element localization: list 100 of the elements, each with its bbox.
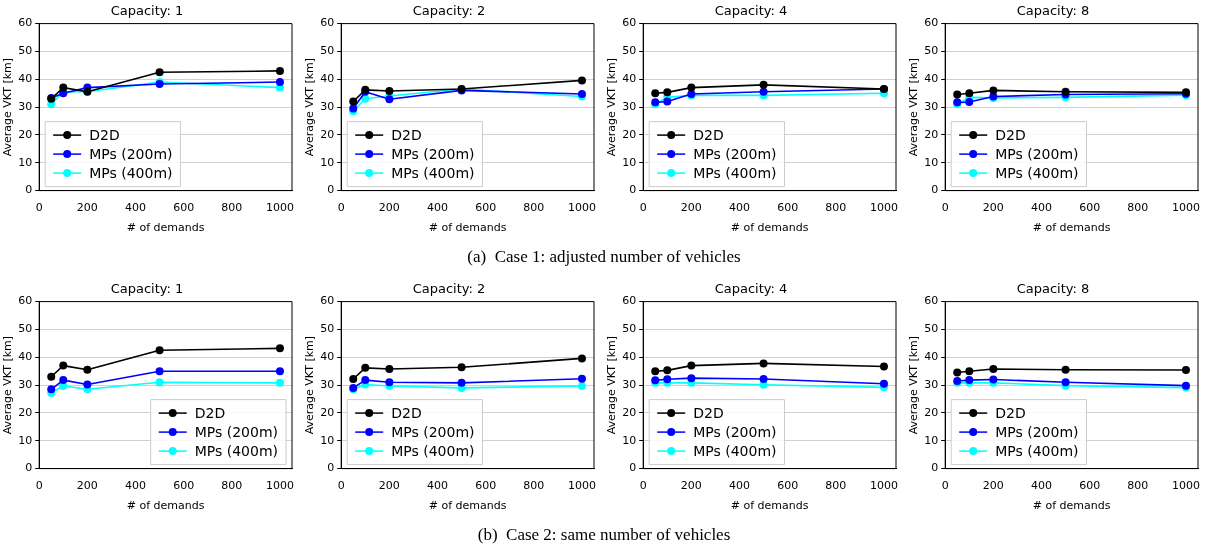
text: (b) Case 2: same number of vehicles — [477, 524, 731, 545]
y-tick-label: 0 — [629, 183, 637, 197]
y-tick-label: 10 — [320, 155, 335, 169]
point — [349, 374, 358, 383]
x-tick-label: 400 — [729, 201, 750, 215]
y-tick-label: 40 — [622, 350, 637, 364]
y-tick-label: 60 — [320, 294, 335, 308]
point — [577, 374, 586, 383]
y-tick-label: 30 — [622, 99, 637, 113]
x-tick-label: 200 — [76, 479, 98, 493]
point — [577, 381, 586, 390]
y-axis-title: Average VKT [km] — [907, 57, 921, 157]
x-tick-label: 200 — [680, 479, 702, 493]
y-axis-title: Average VKT [km] — [303, 57, 317, 157]
point — [59, 361, 68, 370]
y-tick-label: 40 — [18, 350, 33, 364]
y-tick-label: 60 — [18, 294, 33, 308]
x-axis-title: # of demands — [1032, 499, 1111, 513]
y-tick-label: 60 — [622, 294, 637, 308]
point — [83, 380, 92, 389]
y-tick-label: 20 — [320, 127, 335, 141]
y-tick-label: 20 — [924, 405, 939, 419]
point — [989, 86, 998, 95]
y-tick-label: 60 — [622, 16, 637, 30]
y-tick-label: 30 — [320, 377, 335, 391]
x-tick-label: 400 — [427, 201, 448, 215]
legend-label: D2D — [995, 404, 1026, 421]
point — [1181, 366, 1190, 375]
y-tick-label: 10 — [622, 433, 637, 447]
x-axis-title: # of demands — [428, 499, 507, 513]
point — [687, 374, 696, 383]
y-tick-label: 50 — [924, 322, 939, 336]
x-tick-label: 800 — [221, 201, 243, 215]
x-tick-label: 800 — [1127, 201, 1149, 215]
x-tick-label: 600 — [475, 479, 497, 493]
x-axis-title: # of demands — [126, 499, 205, 513]
point — [953, 368, 962, 377]
point — [155, 378, 164, 387]
y-tick-label: 40 — [924, 72, 939, 86]
point — [385, 86, 394, 95]
y-axis-title: Average VKT [km] — [1, 57, 15, 157]
y-tick-label: 30 — [18, 99, 33, 113]
chart-title: Capacity: 1 — [110, 3, 184, 19]
y-tick-label: 0 — [327, 183, 335, 197]
y-tick-label: 60 — [18, 16, 33, 30]
y-axis-title: Average VKT [km] — [605, 335, 619, 435]
x-tick-label: 800 — [825, 201, 847, 215]
y-tick-label: 0 — [25, 461, 33, 475]
x-tick-label: 0 — [639, 201, 647, 215]
y-tick-label: 30 — [622, 377, 637, 391]
legend-label: MPs (400m) — [391, 164, 475, 181]
y-axis-title: Average VKT [km] — [605, 57, 619, 157]
legend-label: MPs (400m) — [194, 442, 279, 459]
legend-label: D2D — [194, 404, 226, 421]
point — [759, 80, 768, 89]
x-tick-label: 600 — [777, 201, 799, 215]
x-tick-label: 1000 — [265, 479, 294, 493]
chart-title: Capacity: 2 — [412, 281, 486, 297]
y-tick-label: 30 — [924, 377, 939, 391]
y-tick-label: 30 — [924, 99, 939, 113]
x-tick-label: 200 — [378, 479, 400, 493]
point — [989, 364, 998, 373]
point — [47, 372, 56, 381]
legend-label: MPs (200m) — [194, 423, 279, 440]
point — [879, 379, 888, 388]
legend-label: MPs (400m) — [693, 164, 777, 181]
legend-label: MPs (200m) — [693, 423, 777, 440]
y-tick-label: 20 — [18, 127, 33, 141]
point — [275, 378, 284, 387]
point — [275, 344, 284, 353]
x-tick-label: 600 — [173, 479, 195, 493]
x-tick-label: 1000 — [567, 201, 596, 215]
legend-label: D2D — [693, 404, 724, 421]
legend-label: D2D — [995, 126, 1026, 143]
x-tick-label: 0 — [35, 201, 43, 215]
y-tick-label: 60 — [924, 294, 939, 308]
point — [59, 376, 68, 385]
x-tick-label: 800 — [523, 479, 545, 493]
y-tick-label: 0 — [931, 461, 939, 475]
y-tick-label: 0 — [25, 183, 33, 197]
y-tick-label: 40 — [320, 72, 335, 86]
point — [577, 76, 586, 85]
point — [759, 374, 768, 383]
point — [663, 88, 672, 97]
legend-label: MPs (200m) — [693, 145, 777, 162]
y-tick-label: 10 — [924, 155, 939, 169]
y-tick-label: 0 — [931, 183, 939, 197]
y-tick-label: 50 — [320, 44, 335, 58]
legend-label: MPs (400m) — [391, 442, 475, 459]
text: (a) Case 1: adjusted number of vehicles — [467, 246, 741, 267]
legend-label: MPs (200m) — [391, 423, 475, 440]
x-tick-label: 0 — [639, 479, 647, 493]
y-tick-label: 20 — [320, 405, 335, 419]
x-tick-label: 1000 — [869, 479, 898, 493]
point — [349, 97, 358, 106]
x-tick-label: 1000 — [1171, 201, 1200, 215]
chart-title: Capacity: 8 — [1016, 281, 1090, 297]
legend-label: D2D — [89, 126, 120, 143]
x-tick-label: 400 — [1031, 479, 1052, 493]
legend-label: D2D — [693, 126, 724, 143]
